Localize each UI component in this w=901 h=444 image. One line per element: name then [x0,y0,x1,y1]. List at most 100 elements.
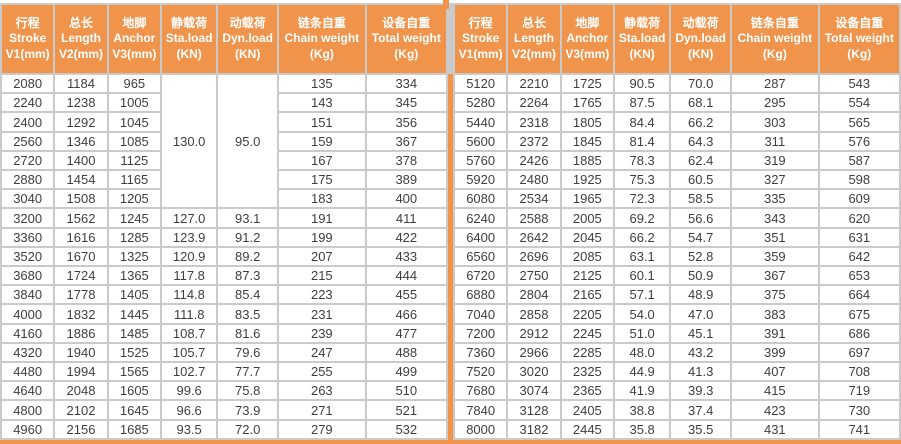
cell-stroke: 8000 [455,420,507,438]
table-row: 3680 1724 1365 117.8 87.3 215 444 [2,267,446,285]
cell-length: 2264 [508,94,560,112]
cell-chain-weight: 215 [279,267,365,285]
cell-total-weight: 642 [819,247,899,266]
header-en-label: Total weight [371,31,441,46]
cell-dyn-load: 37.4 [671,401,731,419]
cell-anchor: 2205 [561,305,613,323]
cell-total-weight: 345 [366,94,446,112]
table-row: 4960 2156 1685 93.5 72.0 279 532 [2,420,446,438]
cell-chain-weight: 271 [279,401,365,419]
cell-anchor: 2165 [561,286,613,304]
cell-sta-load: 93.5 [161,420,217,438]
cell-anchor: 2005 [561,209,613,227]
table-row: 6560 2696 2085 63.1 52.8 359 642 [455,247,899,266]
cell-dyn-load: 54.7 [671,228,731,246]
cell-anchor: 1685 [108,420,160,438]
cell-dyn-load: 83.5 [218,305,278,323]
cell-stroke: 2400 [2,113,54,131]
cell-chain-weight: 375 [732,286,818,304]
table-row: 7040 2858 2205 54.0 47.0 383 675 [455,305,899,323]
cell-stroke: 4800 [2,401,54,419]
cell-length: 2858 [508,305,560,323]
cell-chain-weight: 199 [279,228,365,246]
cell-chain-weight: 319 [732,151,818,170]
cell-sta-load: 60.1 [614,267,670,285]
header-en-label: Anchor [113,31,156,46]
cell-length: 2696 [508,247,560,266]
cell-anchor: 2045 [561,228,613,246]
cell-length: 2588 [508,209,560,227]
cell-anchor: 1085 [108,132,160,150]
cell-total-weight: 565 [819,113,899,131]
cell-total-weight: 620 [819,209,899,227]
cell-total-weight: 708 [819,363,899,381]
cell-anchor: 1525 [108,343,160,362]
cell-total-weight: 411 [366,209,446,227]
cell-stroke: 7040 [455,305,507,323]
cell-length: 3020 [508,363,560,381]
cell-total-weight: 741 [819,420,899,438]
cell-sta-load: 99.6 [161,382,217,400]
cell-stroke: 5920 [455,171,507,189]
cell-chain-weight: 231 [279,305,365,323]
table-row: 8000 3182 2445 35.8 35.5 431 741 [455,420,899,438]
cell-length: 1670 [55,247,107,266]
cell-total-weight: 686 [819,324,899,342]
cell-sta-load: 69.2 [614,209,670,227]
cell-chain-weight: 351 [732,228,818,246]
cell-anchor: 2325 [561,363,613,381]
table-row: 7520 3020 2325 44.9 41.3 407 708 [455,363,899,381]
cell-stroke: 6720 [455,267,507,285]
cell-length: 3128 [508,401,560,419]
cell-chain-weight: 303 [732,113,818,131]
cell-stroke: 6880 [455,286,507,304]
cell-length: 1940 [55,343,107,362]
cell-chain-weight: 311 [732,132,818,150]
table-header-right: 行程 Stroke V1(mm) 总长 Length V2(mm) 地脚 Anchor V3(m… [455,5,899,73]
cell-stroke: 4960 [2,420,54,438]
cell-sta-load: 48.0 [614,343,670,362]
cell-dyn-load: 58.5 [671,190,731,208]
cell-dyn-load: 64.3 [671,132,731,150]
cell-dyn-load: 77.7 [218,363,278,381]
cell-sta-load: 130.0 [161,75,217,208]
header-zh-label: 设备自重 [382,15,431,30]
cell-dyn-load: 68.1 [671,94,731,112]
cell-chain-weight: 151 [279,113,365,131]
table-row: 7200 2912 2245 51.0 45.1 391 686 [455,324,899,342]
header-cell-length: 总长 Length V2(mm) [508,5,560,73]
cell-anchor: 1005 [108,94,160,112]
table-row: 6240 2588 2005 69.2 56.6 343 620 [455,209,899,227]
cell-total-weight: 554 [819,94,899,112]
cell-sta-load: 123.9 [161,228,217,246]
cell-stroke: 3680 [2,267,54,285]
cell-stroke: 7840 [455,401,507,419]
header-unit-label: (KN) [688,46,714,61]
cell-sta-load: 63.1 [614,247,670,266]
table-row: 2400 1292 1045 151 356 [2,113,446,131]
cell-chain-weight: 343 [732,209,818,227]
cell-stroke: 4160 [2,324,54,342]
header-en-label: Anchor [566,31,609,46]
cell-anchor: 1165 [108,171,160,189]
cell-total-weight: 400 [366,190,446,208]
table-row: 4800 2102 1645 96.6 73.9 271 521 [2,401,446,419]
cell-length: 2534 [508,190,560,208]
cell-total-weight: 444 [366,267,446,285]
cell-stroke: 4480 [2,363,54,381]
table-row: 6720 2750 2125 60.1 50.9 367 653 [455,267,899,285]
cell-stroke: 5760 [455,151,507,170]
cell-length: 1616 [55,228,107,246]
cell-total-weight: 730 [819,401,899,419]
cell-anchor: 1285 [108,228,160,246]
header-zh-label: 地脚 [575,15,600,30]
table-row: 4320 1940 1525 105.7 79.6 247 488 [2,343,446,362]
header-unit-label: V2(mm) [58,46,103,61]
cell-length: 1508 [55,190,107,208]
cell-chain-weight: 367 [732,267,818,285]
cell-dyn-load: 81.6 [218,324,278,342]
header-row: 行程 Stroke V1(mm) 总长 Length V2(mm) 地脚 Anchor V3(m… [455,5,899,73]
cell-length: 2318 [508,113,560,131]
cell-anchor: 2125 [561,267,613,285]
cell-dyn-load: 87.3 [218,267,278,285]
